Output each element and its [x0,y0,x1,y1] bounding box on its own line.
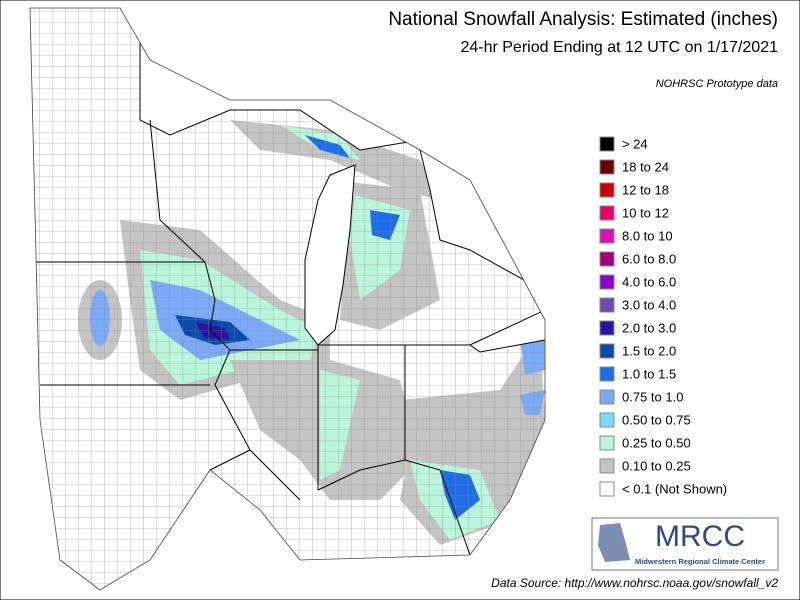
subtitle: 24-hr Period Ending at 12 UTC on 1/17/20… [460,39,778,56]
legend-swatch [599,320,615,336]
legend-label: 2.0 to 3.0 [622,320,676,335]
legend-swatch [599,481,615,497]
data-source: Data Source: http://www.nohrsc.noaa.gov/… [491,576,778,590]
legend-label: 6.0 to 8.0 [622,251,676,266]
logo-subtitle: Midwestern Regional Climate Center [635,557,765,566]
legend-swatch [599,274,615,290]
legend-label: 0.50 to 0.75 [622,412,691,427]
legend-label: 0.75 to 1.0 [622,389,683,404]
legend-label: 12 to 18 [622,182,669,197]
legend-swatch [599,182,615,198]
legend-swatch [599,343,615,359]
lake-michigan [304,164,356,346]
legend-swatch [599,228,615,244]
legend-swatch [599,205,615,221]
legend-swatch [599,159,615,175]
legend-label: 1.0 to 1.5 [622,366,676,381]
note: NOHRSC Prototype data [656,78,778,90]
legend-swatch [599,136,615,152]
legend-label: 0.10 to 0.25 [622,458,691,473]
legend-swatch [599,366,615,382]
legend-label: 3.0 to 4.0 [622,297,676,312]
legend-swatch [599,251,615,267]
legend-swatch [599,458,615,474]
logo: MRCC Midwestern Regional Climate Center [591,517,779,571]
legend-label: < 0.1 (Not Shown) [622,481,727,496]
legend-label: 8.0 to 10 [622,228,673,243]
legend-swatch [599,389,615,405]
legend-swatch [599,435,615,451]
logo-name: MRCC [655,520,745,553]
region-outline [29,7,546,591]
title: National Snowfall Analysis: Estimated (i… [388,9,778,30]
legend-label: > 24 [622,136,648,151]
legend-label: 4.0 to 6.0 [622,274,676,289]
legend-swatch [599,412,615,428]
state-borders [30,119,471,556]
legend-label: 1.5 to 2.0 [622,343,676,358]
legend-label: 0.25 to 0.50 [622,435,691,450]
lake-erie [469,309,545,353]
legend-swatch [599,297,615,313]
legend-label: 18 to 24 [622,159,669,174]
legend: > 24 18 to 24 12 to 18 10 to 12 8.0 to 10 6.0… [599,136,727,497]
legend-label: 10 to 12 [622,205,669,220]
